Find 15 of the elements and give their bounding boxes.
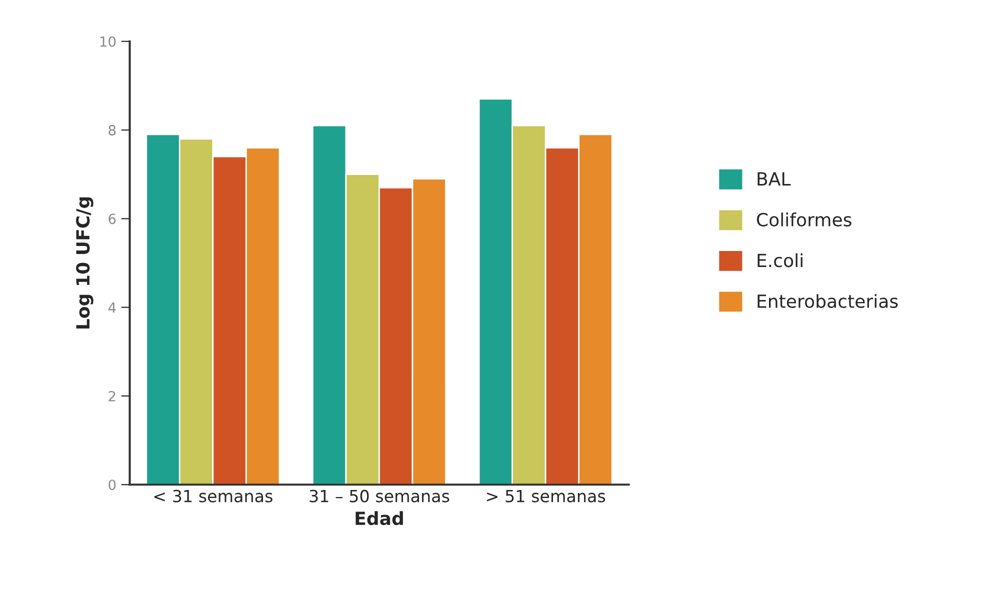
x-tick-label: > 51 semanas — [487, 490, 606, 502]
y-axis-title: Log 10 UFC/g — [76, 197, 94, 328]
x-axis-title: Edad — [356, 511, 403, 526]
y-tick-label: 4 — [108, 302, 116, 313]
legend-label: BAL — [758, 172, 791, 186]
y-tick-label: 8 — [108, 124, 116, 136]
x-tick-label: < 31 semanas — [154, 490, 272, 502]
legend-label: Coliformes — [756, 212, 852, 226]
legend-label: Enterobacterias — [758, 294, 898, 308]
legend-label: E.coli — [758, 253, 802, 268]
x-tick-label: 31 – 50 semanas — [310, 490, 450, 502]
y-tick-label: 0 — [108, 480, 116, 490]
y-tick-label: 10 — [100, 36, 116, 47]
y-tick-label: 2 — [108, 390, 116, 402]
y-tick-label: 6 — [108, 214, 116, 224]
